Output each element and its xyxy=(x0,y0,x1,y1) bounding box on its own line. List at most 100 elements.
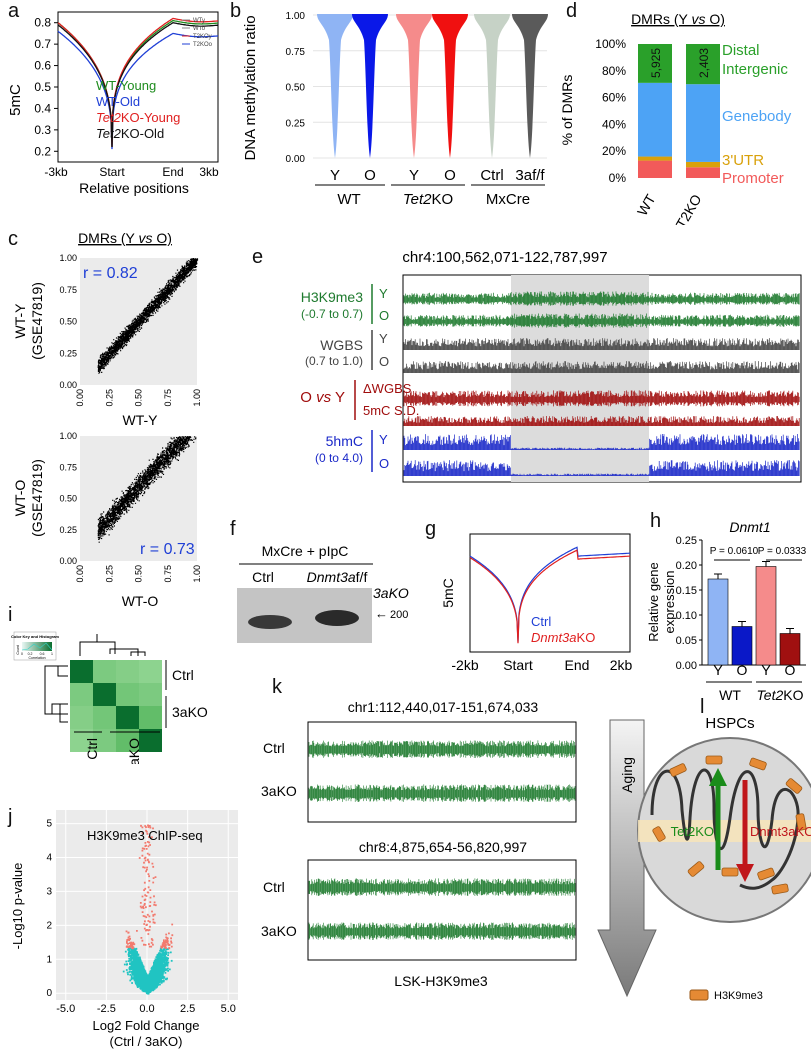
g-frame xyxy=(469,533,631,653)
a-legend-tet2ko-old: Tet2KO-Old xyxy=(96,126,164,141)
f-lane-dnmt3a-allele: f/f xyxy=(356,569,368,585)
g-xtick-2: End xyxy=(565,657,590,673)
j-points-sig xyxy=(125,824,174,950)
h-ytick-label: 0.20 xyxy=(676,560,697,572)
g-legend-dnmt3a: Dnmt3aKO xyxy=(531,630,595,645)
h-bar-2 xyxy=(755,566,777,666)
e-wgbs-range: (0.7 to 1.0) xyxy=(305,354,363,368)
c-ytick-label: 0.75 xyxy=(59,285,77,295)
j-xtick-label: -5.0 xyxy=(56,1003,75,1015)
c-top-ylabel2: (GSE47819) xyxy=(29,282,45,360)
panel-j-label: j xyxy=(8,806,13,828)
i-col-3ako: 3aKO xyxy=(126,738,142,764)
b-ytick-label: 0.75 xyxy=(286,47,306,58)
g-xtick-1: Start xyxy=(503,657,533,673)
i-cell xyxy=(139,660,162,683)
l-legend-text: H3K9me3 xyxy=(714,990,763,1002)
panel-d-chart: DMRs (Y vs O) % of DMRs 100% 80% 60% 40% 20%… xyxy=(560,11,792,225)
c-ytick-label: 0.75 xyxy=(59,462,77,472)
j-ytick-label: 1 xyxy=(46,954,52,965)
h-ytick-label: 0.00 xyxy=(676,660,697,672)
d-bar-seg xyxy=(686,84,720,162)
k-caption: LSK-H3K9me3 xyxy=(394,973,488,989)
j-xtick-label: 2.5 xyxy=(180,1003,195,1015)
j-xtick-label: 5.0 xyxy=(221,1003,236,1015)
i-cell xyxy=(139,729,162,752)
j-ytick-label: 5 xyxy=(46,819,52,830)
h-bars xyxy=(707,561,801,666)
l-title: HSPCs xyxy=(705,715,754,732)
j-yticks: 5 4 3 2 1 0 xyxy=(46,819,52,1000)
a-ytick-label: 0.5 xyxy=(34,80,51,94)
h-xlabel-0: Y xyxy=(713,662,723,678)
h-p1: P = 0.0610 xyxy=(710,546,759,557)
e-dwgbs: ΔWGBS xyxy=(363,381,412,396)
j-xtick-label: -2.5 xyxy=(97,1003,116,1015)
d-cat-utr: 3'UTR xyxy=(722,152,764,169)
d-bar-count: 2,403 xyxy=(697,48,711,78)
e-ovsy-label: O vs Y xyxy=(300,389,345,406)
h-group-wt: WT xyxy=(719,687,741,703)
k-track-row-0 xyxy=(308,740,576,758)
c-bottom-xticks: 0.00 0.25 0.50 0.75 1.00 xyxy=(75,565,202,583)
d-bar-seg xyxy=(638,82,672,157)
i-cell xyxy=(93,660,116,683)
a-xticks: -3kb Start End 3kb xyxy=(44,165,219,179)
g-xticks: -2kb Start End 2kb xyxy=(451,657,632,673)
d-ylabel: % of DMRs xyxy=(560,75,575,146)
a-xtick-3: 3kb xyxy=(199,165,219,179)
g-ylabel: 5mC xyxy=(440,578,456,608)
c-xtick-label: 0.75 xyxy=(163,565,173,583)
b-xlabel-3: O xyxy=(444,167,456,184)
panel-a-chart: 5mC 0.8 0.7 0.6 0.5 0.4 0.3 0.2 WTy WTo T2KOy … xyxy=(7,11,219,196)
b-ytick-label: 0.50 xyxy=(286,83,306,94)
d-cat-genebody: Genebody xyxy=(722,108,792,125)
g-line-1 xyxy=(469,549,631,644)
f-lane-ctrl: Ctrl xyxy=(252,569,274,585)
a-yticks: 0.8 0.7 0.6 0.5 0.4 0.3 0.2 xyxy=(34,16,58,158)
b-grid: 1.00 0.75 0.50 0.25 0.00 xyxy=(286,11,547,165)
b-violin-3 xyxy=(432,14,468,158)
h-p2: P = 0.0333 xyxy=(758,546,807,557)
c-ytick-label: 0.00 xyxy=(59,380,77,390)
i-col-ctrl: Ctrl xyxy=(84,738,100,760)
j-xlabel2: (Ctrl / 3aKO) xyxy=(110,1034,183,1049)
panel-l-label: l xyxy=(700,696,705,718)
i-cell xyxy=(93,706,116,729)
e-5mc-sd: 5mC S.D. xyxy=(363,403,419,418)
h-xlabel-1: O xyxy=(737,662,748,678)
c-top-xlabel: WT-Y xyxy=(123,412,159,428)
k-frame2 xyxy=(307,859,577,961)
e-track-row-5 xyxy=(403,416,800,426)
panel-e-tracks: chr4:100,562,071-122,787,997 H3K9me3 (-0… xyxy=(300,249,802,483)
i-cell xyxy=(116,729,139,752)
i-cell xyxy=(116,683,139,706)
k-region2: chr8:4,875,654-56,820,997 xyxy=(359,839,527,855)
a-lines xyxy=(57,17,219,150)
h-bar-3 xyxy=(779,633,801,666)
k-frame1 xyxy=(307,721,577,823)
c-top-r: r = 0.82 xyxy=(83,265,138,282)
d-ytick-label: 20% xyxy=(602,144,626,158)
c-ytick-label: 0.25 xyxy=(59,525,77,535)
c-xtick-label: 0.25 xyxy=(104,389,114,407)
e-5hmc-o: O xyxy=(379,456,389,471)
d-yticks: 100% 80% 60% 40% 20% 0% xyxy=(595,37,626,185)
f-arrow: ← xyxy=(375,606,388,621)
i-cell xyxy=(70,706,93,729)
g-xtick-0: -2kb xyxy=(451,657,478,673)
j-xtick-label: 0.0 xyxy=(139,1003,154,1015)
panel-b-chart: DNA methylation ratio 1.00 0.75 0.50 0.25 0.… xyxy=(242,11,548,208)
panel-f-gel: MxCre + pIpC Ctrl Dnmt3af/f 3aKO ← 200 b… xyxy=(237,543,410,643)
a-ytick-label: 0.3 xyxy=(34,123,51,137)
panel-a-label: a xyxy=(8,0,20,22)
l-up-arrow xyxy=(709,768,727,786)
panel-f-label: f xyxy=(230,518,236,540)
b-group-tet2ko: Tet2KO xyxy=(403,191,453,208)
k-row2-3ako: 3aKO xyxy=(261,923,297,939)
b-xlabel-5: 3af/f xyxy=(515,167,545,184)
b-violin-4 xyxy=(474,14,510,158)
c-ytick-label: 0.50 xyxy=(59,494,77,504)
h-axis: 0.25 0.20 0.15 0.10 0.05 0.00 xyxy=(676,535,806,672)
e-highlight xyxy=(511,275,649,482)
